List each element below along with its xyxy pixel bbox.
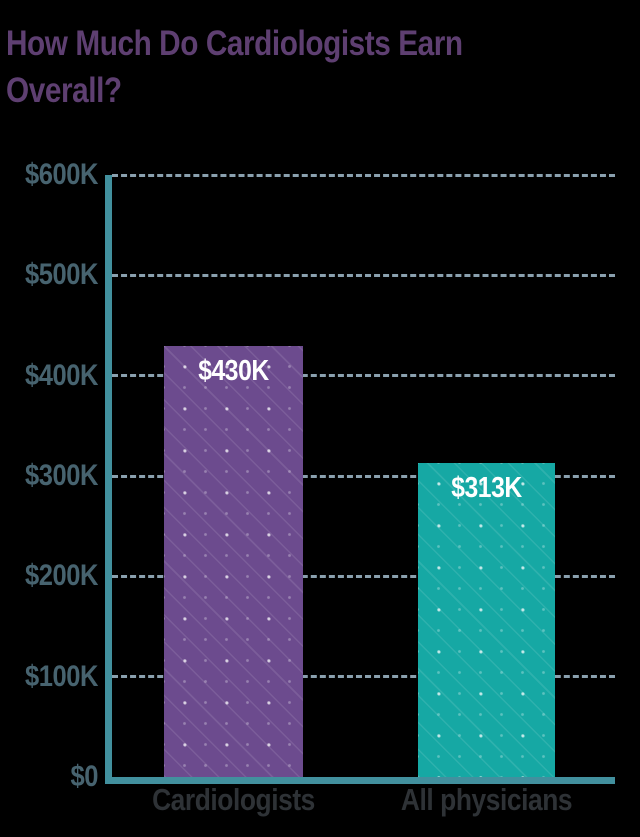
gridline-$200K	[112, 574, 615, 578]
x-axis-line	[105, 777, 615, 784]
chart-title-line-1: How Much Do Cardiologists Earn	[6, 24, 463, 63]
x-category-label: Cardiologists	[152, 782, 315, 817]
y-tick-label: $500K	[24, 258, 99, 292]
x-category-label: All physicians	[400, 782, 573, 817]
y-axis-line	[105, 175, 112, 784]
gridline-$100K	[112, 675, 615, 679]
gridline-$500K	[112, 273, 615, 277]
bar-value-label: $430K	[198, 354, 269, 387]
y-tick-label: $400K	[24, 358, 99, 392]
gridline-$400K	[112, 374, 615, 378]
y-tick-label: $100K	[24, 659, 99, 693]
gridline-$300K	[112, 474, 615, 478]
chart-title: How Much Do Cardiologists Earn Overall?	[6, 20, 533, 114]
gridline-$600K	[112, 173, 615, 177]
chart-title-line-2: Overall?	[6, 71, 122, 110]
bar-value-label: $313K	[451, 471, 522, 504]
bar-all-physicians	[418, 462, 555, 777]
y-tick-label: $300K	[24, 459, 99, 492]
y-tick-label: $200K	[24, 559, 99, 593]
y-tick-label: $0	[70, 760, 98, 793]
y-tick-label: $600K	[24, 158, 99, 191]
bar-cardiologists	[164, 345, 303, 777]
